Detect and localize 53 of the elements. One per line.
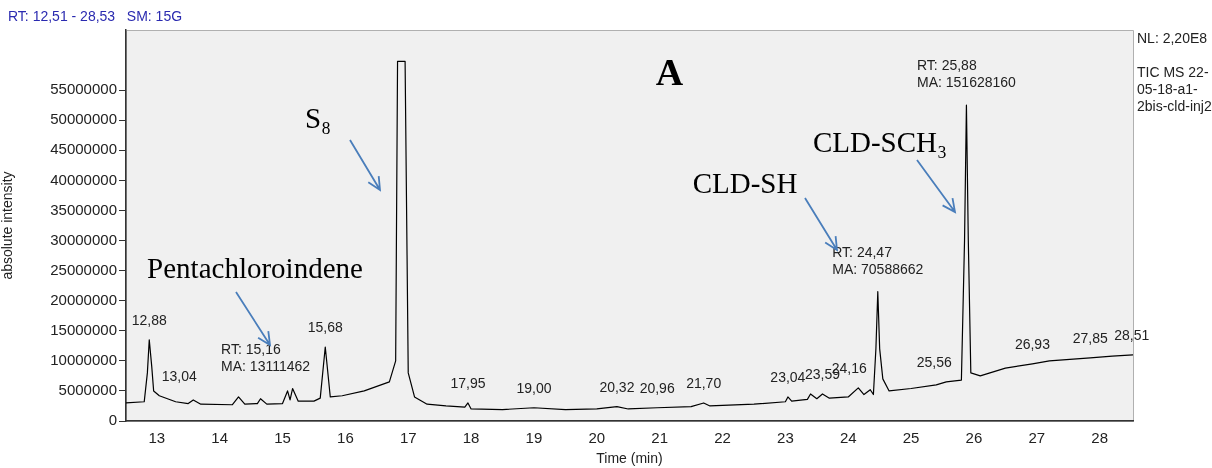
annotation: 27,85 [1072,329,1108,346]
text: RT: 12,51 - 28,53 SM: 15G [8,8,183,24]
annotation: 20,96 [639,379,675,396]
annotation: 26,93 [1014,335,1050,352]
x-tick-label: 24 [839,429,857,447]
x-tick-label: 23 [777,429,794,447]
y-tick-label: 20000000 [50,290,117,308]
y-tick-label: 10000000 [50,350,117,368]
y-tick-label: 35000000 [50,200,117,218]
annotation: 15,68 [307,319,343,335]
x-tick-label: 22 [714,429,731,447]
x-axis-title: Time (min) [596,450,663,467]
x-tick-label: 26 [965,429,983,447]
annotation: 23,04 [770,368,806,385]
y-tick-label: 0 [108,411,117,429]
annotation: S₈ [304,101,332,135]
annotation: 13,04 [161,367,197,384]
x-tick-label: 15 [274,429,291,447]
annotation: Pentachloroindene [147,251,363,285]
y-tick-label: 15000000 [50,320,117,338]
x-tick-label: 27 [1028,429,1046,447]
annotation: A [655,50,684,94]
x-tick-label: 19 [525,429,543,447]
x-tick-label: 21 [651,429,669,447]
text: TIC MS 22-05-18-a1-2bis-cld-inj2 [1137,64,1212,115]
y-tick-label: 55000000 [50,80,117,98]
x-tick-label: 17 [399,429,417,447]
annotation: CLD-SH [692,166,798,200]
x-tick-label: 20 [588,429,606,447]
x-tick-label: 13 [148,429,166,447]
y-tick-label: 45000000 [50,140,117,158]
annotation: RT: 15,16 MA: 13111462 [221,340,311,375]
y-tick-label: 5000000 [58,381,117,399]
annotation: 28,51 [1114,326,1150,343]
x-tick-label: 14 [211,429,228,447]
y-tick-label: 40000000 [50,170,117,188]
y-axis-title: absolute intensity [0,171,16,280]
x-tick-label: 16 [337,429,354,447]
y-tick-label: 50000000 [50,110,117,128]
x-tick-label: 28 [1091,429,1109,447]
y-tick-label: 25000000 [50,260,117,278]
annotation: 19,00 [516,379,552,396]
x-tick-label: 18 [462,429,480,447]
text: NL: 2,20E8 [1137,30,1209,47]
annotation: 17,95 [450,374,486,391]
x-tick-label: 25 [902,429,920,447]
y-tick-label: 30000000 [50,230,117,248]
annotation: RT: 25,88 MA: 151628160 [916,57,1016,92]
annotation: 12,88 [131,311,167,328]
annotation: CLD-SCH₃ [812,125,948,159]
annotation: 25,56 [916,353,952,370]
annotation: 20,32 [599,378,635,395]
annotation: 21,70 [686,374,722,391]
